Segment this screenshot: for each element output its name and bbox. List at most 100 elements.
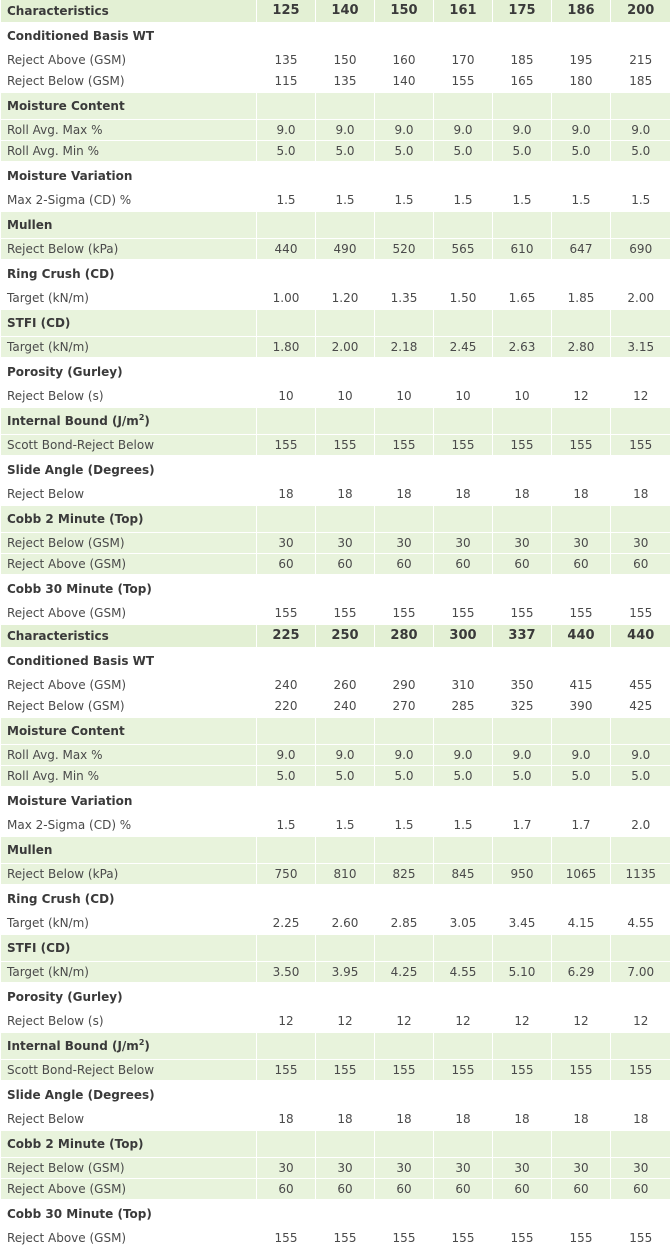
value-cell: 18 <box>434 484 493 506</box>
value-cell: 160 <box>375 50 434 71</box>
value-cell: 3.50 <box>257 962 316 984</box>
group-name-text: Ring Crush (CD) <box>7 892 115 906</box>
empty-cell <box>257 505 316 533</box>
column-header: 440 <box>552 624 611 648</box>
value-cell: 5.0 <box>611 141 670 163</box>
empty-cell <box>611 162 670 190</box>
value-cell: 18 <box>316 1109 375 1131</box>
empty-cell <box>316 836 375 864</box>
value-cell: 60 <box>611 554 670 576</box>
value-cell: 9.0 <box>552 745 611 766</box>
row-label: Roll Avg. Max % <box>1 120 257 141</box>
value-cell: 520 <box>375 239 434 261</box>
value-cell: 425 <box>611 696 670 718</box>
column-header: 161 <box>434 0 493 23</box>
empty-cell <box>375 309 434 337</box>
group-name: Porosity (Gurley) <box>1 983 257 1011</box>
value-cell: 18 <box>611 484 670 506</box>
empty-cell <box>257 836 316 864</box>
group-name-text: Porosity (Gurley) <box>7 990 123 1004</box>
empty-cell <box>493 934 552 962</box>
empty-cell <box>316 260 375 288</box>
value-cell: 9.0 <box>611 120 670 141</box>
value-cell: 9.0 <box>375 120 434 141</box>
value-cell: 3.95 <box>316 962 375 984</box>
group-name-row: Mullen <box>1 211 670 239</box>
value-cell: 825 <box>375 864 434 886</box>
group-name: STFI (CD) <box>1 309 257 337</box>
row-label: Reject Below <box>1 1109 257 1131</box>
value-cell: 18 <box>257 1109 316 1131</box>
group-name-text: Cobb 30 Minute (Top) <box>7 1207 152 1221</box>
value-cell: 2.25 <box>257 913 316 935</box>
empty-cell <box>375 1032 434 1060</box>
empty-cell <box>316 1200 375 1228</box>
empty-cell <box>493 505 552 533</box>
empty-cell <box>552 23 611 50</box>
value-cell: 2.85 <box>375 913 434 935</box>
column-header: 280 <box>375 624 434 648</box>
value-cell: 1.20 <box>316 288 375 310</box>
value-cell: 4.55 <box>611 913 670 935</box>
value-cell: 60 <box>257 554 316 576</box>
empty-cell <box>611 648 670 675</box>
row-label: Reject Below (GSM) <box>1 696 257 718</box>
group-name-row: Conditioned Basis WT <box>1 648 670 675</box>
empty-cell <box>434 407 493 435</box>
empty-cell <box>316 358 375 386</box>
row-label: Target (kN/m) <box>1 913 257 935</box>
value-cell: 1.5 <box>611 190 670 212</box>
group-name: Mullen <box>1 211 257 239</box>
value-cell: 9.0 <box>493 745 552 766</box>
empty-cell <box>257 934 316 962</box>
value-cell: 30 <box>434 533 493 554</box>
empty-cell <box>493 456 552 484</box>
empty-cell <box>257 309 316 337</box>
value-cell: 155 <box>611 1228 670 1250</box>
value-cell: 9.0 <box>552 120 611 141</box>
empty-cell <box>552 1200 611 1228</box>
empty-cell <box>434 836 493 864</box>
value-cell: 115 <box>257 71 316 93</box>
empty-cell <box>434 1081 493 1109</box>
group-name-row: Moisture Content <box>1 717 670 745</box>
group-name-row: Ring Crush (CD) <box>1 885 670 913</box>
value-cell: 1.5 <box>552 190 611 212</box>
empty-cell <box>552 885 611 913</box>
group-name-text: Moisture Content <box>7 99 125 113</box>
value-cell: 30 <box>611 1158 670 1179</box>
value-cell: 565 <box>434 239 493 261</box>
empty-cell <box>611 717 670 745</box>
value-cell: 155 <box>493 1060 552 1082</box>
value-cell: 155 <box>316 603 375 625</box>
value-cell: 30 <box>316 533 375 554</box>
empty-cell <box>434 983 493 1011</box>
value-cell: 12 <box>611 386 670 408</box>
value-cell: 155 <box>611 603 670 625</box>
value-cell: 1.7 <box>552 815 611 837</box>
empty-cell <box>434 505 493 533</box>
value-cell: 155 <box>316 435 375 457</box>
empty-cell <box>257 162 316 190</box>
group-name-text: Porosity (Gurley) <box>7 365 123 379</box>
group-name: STFI (CD) <box>1 934 257 962</box>
value-cell: 18 <box>375 1109 434 1131</box>
value-cell: 195 <box>552 50 611 71</box>
value-cell: 215 <box>611 50 670 71</box>
empty-cell <box>552 575 611 603</box>
group-name-suffix: ) <box>144 414 149 428</box>
empty-cell <box>316 787 375 815</box>
value-cell: 30 <box>257 1158 316 1179</box>
value-cell: 1135 <box>611 864 670 886</box>
value-cell: 12 <box>434 1011 493 1033</box>
